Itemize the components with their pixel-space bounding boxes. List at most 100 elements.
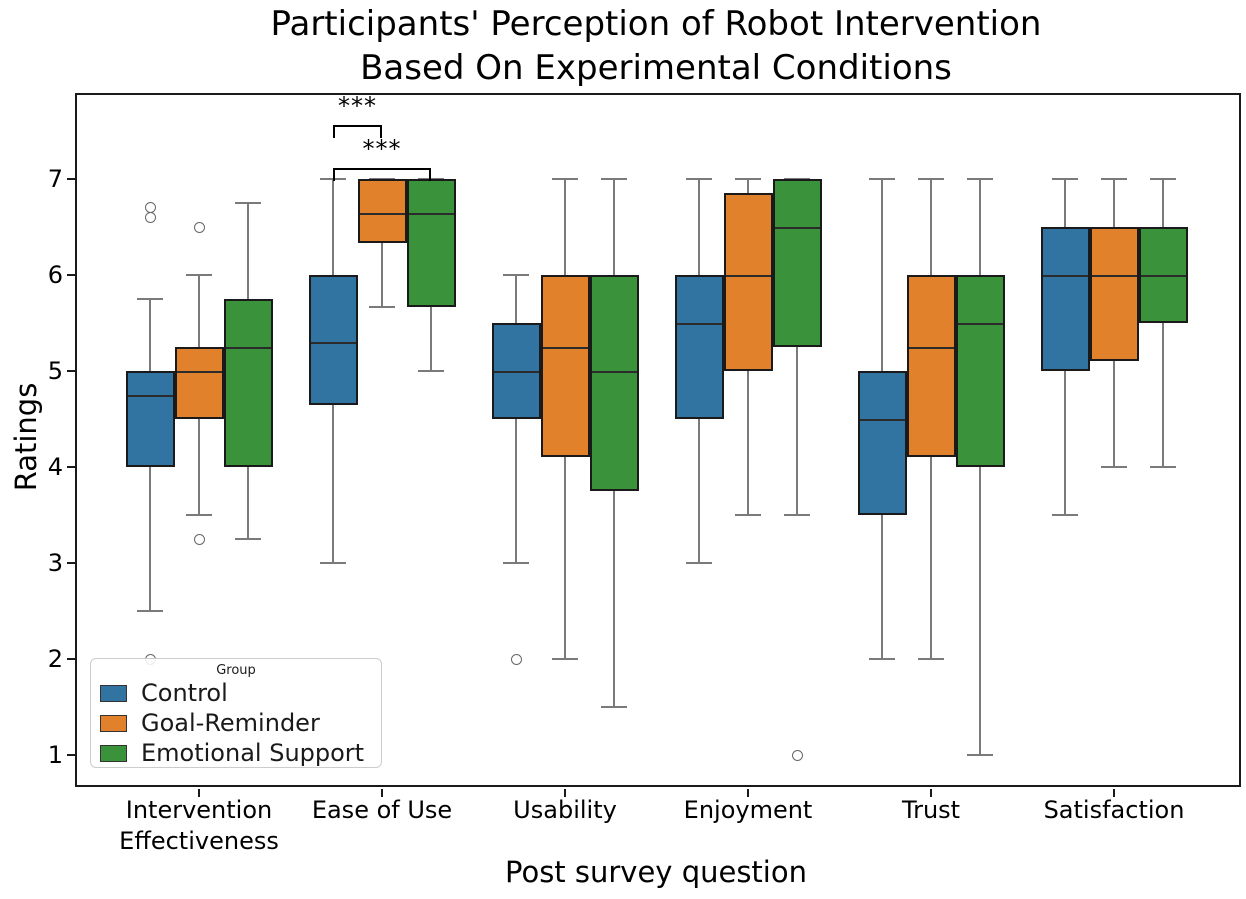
median-line <box>676 323 722 325</box>
significance-bracket <box>333 125 382 138</box>
legend-swatch-control <box>100 684 127 702</box>
whisker-lower <box>881 515 883 659</box>
box-goal-reminder <box>540 275 590 458</box>
whisker-cap <box>1052 514 1078 516</box>
whisker-lower <box>332 404 334 563</box>
x-axis-label: Post survey question <box>505 855 807 889</box>
whisker-upper <box>979 179 981 275</box>
whisker-cap <box>137 610 163 612</box>
outlier-point <box>193 221 205 233</box>
y-tick-mark <box>67 466 75 468</box>
box-goal-reminder <box>906 275 956 458</box>
x-tick-label: Ease of Use <box>311 796 453 824</box>
whisker-cap <box>320 562 346 564</box>
plot-area: Group Control Goal-Reminder Emotional Supp… <box>48 92 1241 855</box>
legend-entry-goal-reminder: Goal-Reminder <box>91 708 381 738</box>
y-tick-label: 6 <box>47 261 63 289</box>
whisker-cap <box>1101 466 1127 468</box>
median-line <box>859 419 905 421</box>
legend-label-control: Control <box>141 679 228 707</box>
legend: Group Control Goal-Reminder Emotional Supp… <box>90 658 382 768</box>
median-line <box>176 371 222 373</box>
box-control <box>125 371 175 467</box>
whisker-upper <box>698 179 700 275</box>
whisker-upper <box>247 203 249 299</box>
median-line <box>1042 275 1088 277</box>
median-line <box>1140 275 1186 277</box>
significance-stars: *** <box>338 92 377 121</box>
whisker-cap <box>503 274 529 276</box>
significance-bracket <box>333 168 431 181</box>
box-control <box>308 275 358 405</box>
y-tick-mark <box>67 754 75 756</box>
whisker-lower <box>381 243 383 307</box>
whisker-lower <box>1113 361 1115 467</box>
box-control <box>491 323 541 419</box>
x-tick-label: Intervention Effectiveness <box>119 796 279 855</box>
outlier-point <box>144 211 156 223</box>
box-emotional-support <box>589 275 639 491</box>
whisker-cap <box>369 305 395 308</box>
x-tick-mark <box>564 789 566 797</box>
y-tick-mark <box>67 562 75 564</box>
x-tick-mark <box>381 789 383 797</box>
box-emotional-support <box>223 299 273 467</box>
whisker-upper <box>613 179 615 275</box>
whisker-lower <box>198 419 200 515</box>
whisker-upper <box>564 179 566 275</box>
y-tick-label: 3 <box>47 549 63 577</box>
box-control <box>857 371 907 515</box>
box-goal-reminder <box>1089 227 1139 362</box>
legend-entry-emotional-support: Emotional Support <box>91 738 381 768</box>
whisker-cap <box>686 178 712 180</box>
whisker-cap <box>686 562 712 564</box>
whisker-cap <box>1150 178 1176 180</box>
whisker-upper <box>149 299 151 371</box>
box-emotional-support <box>406 179 456 307</box>
whisker-lower <box>796 347 798 515</box>
whisker-upper <box>930 179 932 275</box>
whisker-cap <box>552 658 578 660</box>
whisker-upper <box>1064 179 1066 227</box>
whisker-upper <box>1162 179 1164 227</box>
whisker-lower <box>930 457 932 659</box>
whisker-cap <box>186 514 212 516</box>
box-emotional-support <box>955 275 1005 467</box>
x-tick-mark <box>1113 789 1115 797</box>
whisker-upper <box>881 179 883 371</box>
box-goal-reminder <box>174 347 224 419</box>
median-line <box>359 212 405 215</box>
y-tick-label: 5 <box>47 357 63 385</box>
y-tick-mark <box>67 370 75 372</box>
whisker-cap <box>735 178 761 180</box>
whisker-cap <box>869 658 895 660</box>
median-line <box>127 395 173 397</box>
median-line <box>1091 275 1137 277</box>
x-tick-label: Enjoyment <box>683 796 813 824</box>
median-line <box>774 227 820 229</box>
median-line <box>542 347 588 349</box>
whisker-cap <box>735 514 761 516</box>
whisker-lower <box>613 491 615 707</box>
box-goal-reminder <box>357 179 407 244</box>
whisker-cap <box>967 178 993 180</box>
whisker-lower <box>1162 323 1164 467</box>
whisker-cap <box>1052 178 1078 180</box>
box-control <box>674 275 724 419</box>
median-line <box>310 342 356 345</box>
whisker-upper <box>747 179 749 194</box>
whisker-cap <box>418 370 444 372</box>
x-tick-mark <box>747 789 749 797</box>
whisker-cap <box>784 514 810 516</box>
median-line <box>225 347 271 349</box>
whisker-cap <box>235 202 261 204</box>
whisker-cap <box>918 658 944 660</box>
whisker-cap <box>918 178 944 180</box>
whisker-cap <box>869 178 895 180</box>
whisker-lower <box>698 419 700 563</box>
whisker-lower <box>430 306 432 371</box>
whisker-upper <box>1113 179 1115 227</box>
legend-title: Group <box>216 663 256 678</box>
whisker-cap <box>235 538 261 540</box>
